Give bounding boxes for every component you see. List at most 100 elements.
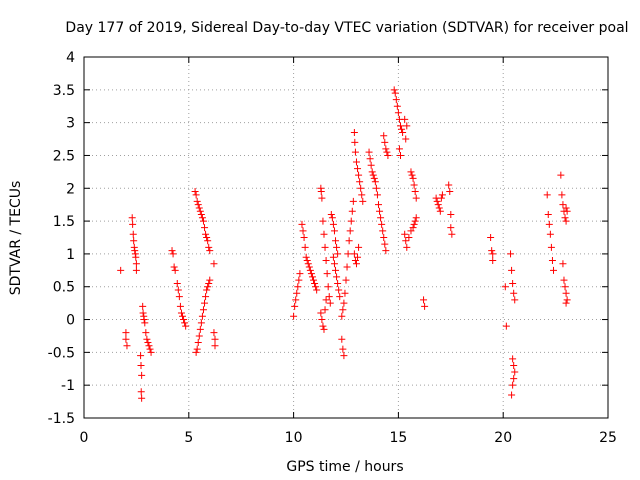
data-point: [370, 174, 378, 182]
data-point: [559, 201, 567, 209]
data-point: [332, 237, 340, 245]
data-point: [344, 250, 352, 258]
data-point: [561, 214, 569, 222]
data-point: [333, 273, 341, 281]
data-point: [508, 391, 516, 399]
data-point: [333, 243, 341, 251]
data-point: [345, 237, 353, 245]
x-tick-label: 25: [599, 430, 617, 446]
data-point: [372, 184, 380, 192]
data-point: [321, 243, 329, 251]
x-tick-label: 0: [80, 430, 89, 446]
data-point: [412, 214, 420, 222]
data-point: [318, 194, 326, 202]
data-point: [176, 302, 184, 310]
y-tick-label: 3: [66, 116, 75, 132]
data-point: [305, 263, 313, 271]
y-tick-label: 4: [66, 50, 75, 66]
data-point: [396, 151, 404, 159]
data-point: [382, 145, 390, 153]
data-point: [436, 207, 444, 215]
data-point: [557, 171, 565, 179]
x-tick-label: 10: [285, 430, 303, 446]
data-point: [198, 214, 206, 222]
data-point: [206, 276, 214, 284]
data-point: [194, 201, 202, 209]
data-point: [203, 286, 211, 294]
data-point: [290, 312, 298, 320]
data-point: [338, 335, 346, 343]
data-point: [170, 263, 178, 271]
data-point: [338, 312, 346, 320]
data-point: [145, 342, 153, 350]
data-point: [409, 224, 417, 232]
data-point: [509, 381, 517, 389]
data-point: [123, 342, 131, 350]
data-point: [371, 178, 379, 186]
x-axis-ticks: 0 5 10 15 20 25: [80, 57, 617, 446]
data-point: [308, 273, 316, 281]
x-tick-label: 15: [389, 430, 407, 446]
data-point: [323, 270, 331, 278]
data-point: [141, 319, 149, 327]
data-point: [510, 361, 518, 369]
data-point: [382, 247, 390, 255]
data-point: [343, 263, 351, 271]
data-point: [401, 115, 409, 123]
data-point: [339, 345, 347, 353]
data-point: [407, 168, 415, 176]
data-point: [561, 283, 569, 291]
data-point: [563, 207, 571, 215]
data-point: [202, 293, 210, 301]
data-point: [346, 227, 354, 235]
data-point: [304, 260, 312, 268]
data-point: [325, 293, 333, 301]
data-point: [411, 188, 419, 196]
y-axis-label: SDTVAR / TECUs: [8, 181, 24, 296]
data-point: [335, 286, 343, 294]
data-point: [319, 322, 327, 330]
y-tick-label: -1.5: [48, 411, 75, 427]
data-point: [322, 256, 330, 264]
data-point: [199, 306, 207, 314]
data-point: [358, 191, 366, 199]
data-point: [401, 230, 409, 238]
data-point: [313, 286, 321, 294]
y-tick-label: 3.5: [53, 83, 75, 99]
data-point: [146, 345, 154, 353]
data-point: [194, 339, 202, 347]
data-point: [435, 204, 443, 212]
data-point: [193, 197, 201, 205]
data-point: [139, 302, 147, 310]
data-point: [374, 201, 382, 209]
data-point: [433, 197, 441, 205]
data-point: [298, 220, 306, 228]
data-point: [210, 329, 218, 337]
data-point: [138, 394, 146, 402]
data-point: [122, 329, 130, 337]
data-point: [122, 335, 130, 343]
data-point: [508, 266, 516, 274]
data-point: [301, 243, 309, 251]
data-point: [340, 352, 348, 360]
y-axis-ticks: -1.5 -1 -0.5 0 0.5 1 1.5 2 2.5 3 3.5 4: [48, 50, 608, 427]
data-point: [192, 191, 200, 199]
data-point: [349, 197, 357, 205]
data-point: [411, 217, 419, 225]
data-point: [342, 276, 350, 284]
data-point: [412, 194, 420, 202]
plot-frame: [83, 56, 609, 419]
data-point: [355, 171, 363, 179]
data-point: [396, 122, 404, 130]
data-point: [509, 355, 517, 363]
data-point: [205, 243, 213, 251]
data-point: [180, 316, 188, 324]
data-point: [350, 128, 358, 136]
data-point: [341, 289, 349, 297]
data-point: [384, 151, 392, 159]
data-point: [302, 253, 310, 261]
y-tick-label: -0.5: [48, 345, 75, 361]
data-point: [195, 332, 203, 340]
data-point: [196, 207, 204, 215]
